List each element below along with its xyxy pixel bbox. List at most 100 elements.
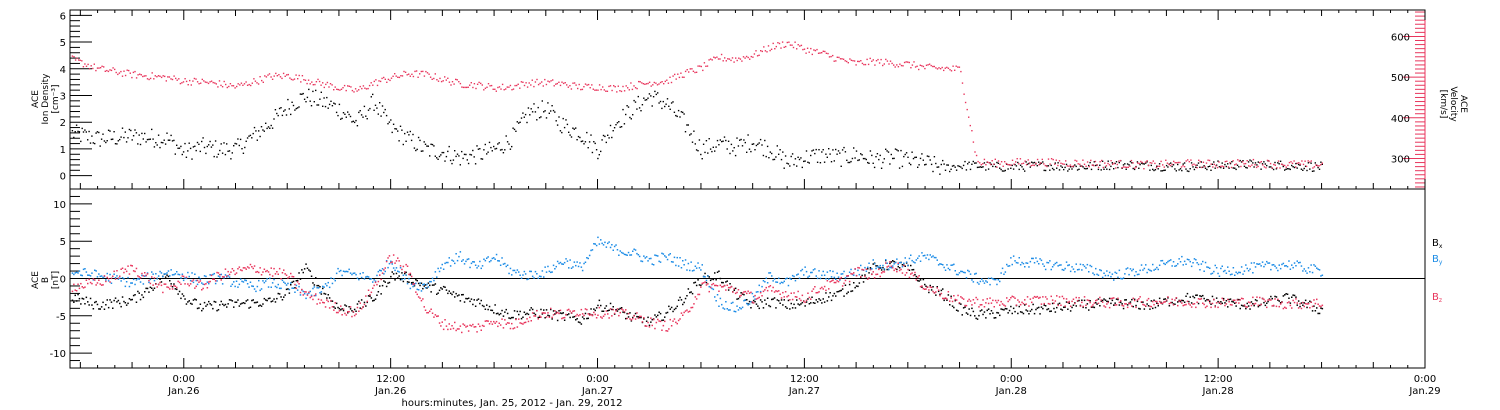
data-point	[1227, 163, 1229, 165]
data-point	[802, 48, 804, 51]
data-point	[1218, 275, 1221, 277]
data-point	[911, 259, 913, 262]
data-point	[908, 61, 910, 64]
data-point	[1104, 162, 1106, 164]
data-point	[1291, 264, 1293, 266]
data-point	[594, 309, 596, 312]
data-point	[1008, 164, 1011, 166]
data-point	[206, 287, 209, 289]
data-point	[1131, 305, 1133, 307]
data-point	[727, 289, 730, 291]
data-point	[1024, 266, 1026, 268]
data-point	[568, 313, 570, 315]
data-point	[159, 146, 161, 149]
data-point	[1038, 161, 1040, 163]
data-point	[112, 275, 114, 277]
data-point	[1210, 273, 1212, 275]
data-point	[89, 275, 92, 277]
data-point	[747, 290, 749, 292]
data-point	[857, 159, 859, 162]
data-point	[512, 316, 514, 319]
data-point	[376, 294, 378, 296]
data-point	[616, 308, 619, 310]
data-point	[139, 277, 142, 279]
data-point	[394, 262, 396, 264]
data-point	[406, 74, 408, 76]
data-point	[711, 283, 713, 286]
data-point	[367, 289, 370, 291]
data-point	[1240, 297, 1243, 300]
data-point	[1229, 273, 1232, 276]
data-point	[347, 85, 349, 87]
data-point	[1107, 300, 1109, 303]
data-point	[890, 265, 893, 267]
data-point	[228, 299, 231, 301]
data-point	[930, 163, 933, 166]
data-point	[659, 312, 662, 315]
data-point	[410, 282, 413, 284]
data-point	[555, 120, 557, 122]
data-point	[1225, 272, 1228, 274]
data-point	[1183, 166, 1186, 168]
data-point	[783, 296, 785, 298]
data-point	[1097, 166, 1100, 169]
data-point	[281, 299, 284, 301]
data-point	[1044, 169, 1047, 172]
data-point	[1296, 167, 1298, 169]
data-point	[505, 88, 507, 90]
data-point	[96, 282, 99, 284]
data-point	[473, 299, 475, 301]
data-point	[1107, 160, 1109, 162]
data-point	[527, 107, 530, 109]
data-point	[581, 88, 584, 91]
data-point	[99, 308, 101, 310]
data-point	[667, 82, 670, 84]
data-point	[169, 288, 171, 290]
data-point	[1193, 258, 1196, 260]
data-point	[1172, 303, 1175, 305]
data-point	[153, 146, 156, 148]
data-point	[832, 54, 834, 57]
data-point	[370, 278, 373, 280]
data-point	[1226, 160, 1228, 162]
data-point	[1138, 307, 1140, 310]
data-point	[99, 283, 101, 285]
data-point	[452, 159, 455, 161]
data-point	[812, 269, 815, 271]
data-point	[960, 166, 962, 168]
data-point	[1021, 311, 1023, 314]
data-point	[347, 311, 349, 313]
data-point	[1111, 299, 1114, 302]
data-point	[1119, 159, 1122, 162]
data-point	[134, 283, 136, 286]
data-point	[947, 294, 950, 296]
data-point	[803, 274, 805, 276]
data-point	[753, 53, 756, 55]
data-point	[239, 84, 241, 86]
time-axis-label: hours:minutes, Jan. 25, 2012 - Jan. 29, …	[402, 398, 623, 409]
data-point	[701, 158, 703, 160]
data-point	[1183, 304, 1186, 306]
data-point	[1190, 162, 1193, 164]
data-point	[1082, 305, 1084, 308]
data-point	[1050, 268, 1052, 271]
data-point	[267, 297, 270, 300]
data-point	[694, 265, 697, 267]
data-point	[422, 287, 424, 290]
data-point	[350, 86, 352, 88]
data-point	[901, 165, 904, 168]
data-point	[552, 310, 555, 312]
data-point	[924, 254, 926, 257]
data-point	[1024, 160, 1026, 162]
data-point	[876, 153, 879, 155]
data-point	[466, 159, 468, 161]
data-point	[921, 285, 923, 287]
data-point	[462, 86, 465, 89]
data-point	[1100, 299, 1102, 301]
data-point	[967, 300, 969, 302]
data-point	[615, 244, 617, 246]
data-point	[198, 307, 200, 309]
data-point	[395, 128, 398, 130]
data-point	[750, 291, 752, 294]
data-point	[879, 267, 881, 269]
